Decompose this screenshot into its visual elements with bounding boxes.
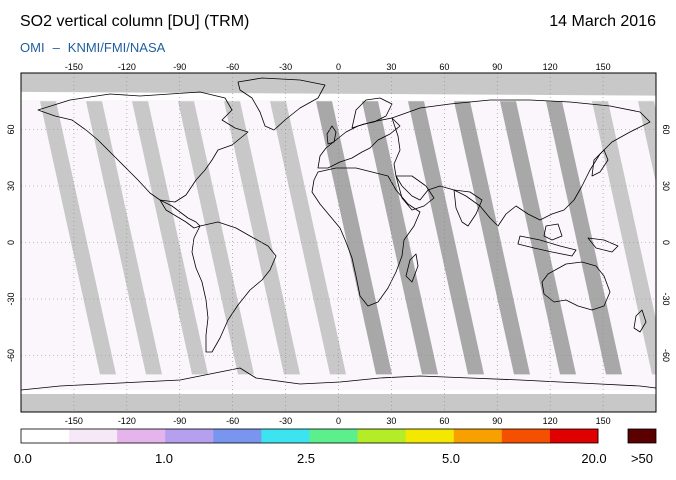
lon-tick-label-top: 90 bbox=[492, 62, 502, 72]
coast-greenland bbox=[237, 77, 326, 131]
lon-tick-label-bottom: 120 bbox=[543, 416, 558, 426]
lon-tick-label-bottom: -150 bbox=[65, 416, 83, 426]
colorbar-segment bbox=[309, 429, 359, 443]
no-data-swaths bbox=[40, 101, 656, 375]
coast-north-america bbox=[37, 91, 249, 203]
colorbar-segment bbox=[69, 429, 118, 443]
coast-new-guinea bbox=[587, 237, 619, 253]
coast-new-zealand bbox=[633, 309, 647, 333]
coast-britain bbox=[326, 125, 337, 145]
no-data-swath bbox=[224, 101, 300, 375]
no-data-swath bbox=[362, 101, 438, 375]
lon-tick-label-bottom: -90 bbox=[173, 416, 186, 426]
map-plot-area bbox=[21, 73, 656, 412]
lat-tick-label-right: 30 bbox=[661, 181, 671, 191]
lon-tick-label-top: 120 bbox=[543, 62, 558, 72]
map-title: SO2 vertical column [DU] (TRM) bbox=[20, 13, 250, 30]
lon-tick-label-bottom: 30 bbox=[386, 416, 396, 426]
colorbar-segment bbox=[357, 429, 407, 443]
graticule bbox=[21, 73, 656, 412]
colorbar-label: 0.0 bbox=[13, 451, 32, 466]
colorbar-frame bbox=[20, 428, 599, 444]
colorbar-segment bbox=[549, 429, 599, 443]
colorbar bbox=[20, 428, 599, 444]
no-data-swath bbox=[316, 101, 392, 375]
colorbar-segment bbox=[501, 429, 551, 443]
no-data-swath bbox=[408, 101, 484, 375]
lon-tick-label-top: -30 bbox=[279, 62, 292, 72]
coast-australia bbox=[541, 261, 611, 311]
coast-india bbox=[453, 189, 483, 227]
lat-tick-label-left: 60 bbox=[6, 124, 16, 134]
no-data-swath bbox=[178, 101, 254, 375]
no-data-swath bbox=[40, 101, 116, 375]
colorbar-label: 2.5 bbox=[296, 451, 316, 466]
lat-tick-label-left: 0 bbox=[6, 240, 16, 245]
no-data-swath bbox=[638, 101, 656, 184]
coastlines bbox=[21, 77, 656, 391]
colorbar-segment bbox=[453, 429, 503, 443]
lon-tick-label-top: -150 bbox=[65, 62, 83, 72]
south-polar-no-data bbox=[21, 394, 656, 412]
colorbar-segment bbox=[261, 429, 310, 443]
credit-agencies: KNMI/FMI/NASA bbox=[67, 40, 166, 55]
colorbar-segment bbox=[405, 429, 455, 443]
lat-tick-label-right: 0 bbox=[661, 240, 671, 245]
lon-tick-label-top: 60 bbox=[439, 62, 449, 72]
lon-tick-label-bottom: -30 bbox=[279, 416, 292, 426]
coast-indonesia bbox=[517, 235, 577, 257]
lat-tick-label-left: 30 bbox=[6, 181, 16, 191]
no-data-swath bbox=[86, 101, 162, 375]
credit-instrument: OMI bbox=[20, 40, 45, 55]
colorbar-label: 5.0 bbox=[441, 451, 461, 466]
coast-scandinavia bbox=[351, 97, 393, 129]
map-date: 14 March 2016 bbox=[549, 13, 656, 30]
lat-tick-label-right: 60 bbox=[661, 124, 671, 134]
north-polar-no-data bbox=[21, 73, 656, 96]
lon-tick-label-bottom: -60 bbox=[226, 416, 239, 426]
lon-tick-label-bottom: 60 bbox=[439, 416, 449, 426]
no-data-swath bbox=[454, 101, 530, 375]
map-frame bbox=[20, 72, 657, 413]
lon-tick-label-top: 30 bbox=[386, 62, 396, 72]
lon-tick-label-top: -90 bbox=[173, 62, 186, 72]
coast-antarctica bbox=[21, 367, 656, 391]
lon-tick-label-bottom: 150 bbox=[596, 416, 611, 426]
coast-africa bbox=[311, 167, 421, 307]
colorbar-label: 1.0 bbox=[154, 451, 174, 466]
lon-tick-label-bottom: 0 bbox=[336, 416, 341, 426]
coast-madagascar bbox=[405, 253, 419, 283]
coast-borneo bbox=[543, 223, 563, 241]
axis-ticks: -150 -150 -120 -120 -90 -90 -60 -60 -30 -30 0 0 30 30… bbox=[6, 62, 671, 426]
coast-arabia bbox=[395, 175, 435, 211]
colorbar-segment bbox=[213, 429, 262, 443]
lon-tick-label-top: -60 bbox=[226, 62, 239, 72]
credit-separator: – bbox=[52, 40, 60, 55]
coast-south-america bbox=[191, 221, 277, 353]
no-data-swath bbox=[132, 101, 208, 375]
lon-tick-label-bottom: -120 bbox=[118, 416, 136, 426]
lat-tick-label-right: -30 bbox=[661, 292, 671, 305]
colorbar-segment bbox=[21, 429, 70, 443]
colorbar-label: 20.0 bbox=[581, 451, 607, 466]
no-data-swath bbox=[270, 101, 346, 375]
colorbar-segment bbox=[117, 429, 166, 443]
lat-tick-label-left: -60 bbox=[6, 349, 16, 362]
lon-tick-label-top: 150 bbox=[596, 62, 611, 72]
data-credit: OMI – KNMI/FMI/NASA bbox=[20, 40, 165, 55]
lon-tick-label-bottom: 90 bbox=[492, 416, 502, 426]
colorbar-label: >50 bbox=[630, 451, 654, 466]
lon-tick-label-top: -120 bbox=[118, 62, 136, 72]
lon-tick-label-top: 0 bbox=[336, 62, 341, 72]
no-data-swath bbox=[592, 101, 656, 375]
colorbar-overflow-swatch bbox=[627, 428, 657, 444]
lat-tick-label-left: -30 bbox=[6, 292, 16, 305]
colorbar-segment bbox=[165, 429, 214, 443]
coast-japan bbox=[591, 149, 609, 177]
no-data-swath bbox=[500, 101, 576, 375]
lat-tick-label-right: -60 bbox=[661, 349, 671, 362]
